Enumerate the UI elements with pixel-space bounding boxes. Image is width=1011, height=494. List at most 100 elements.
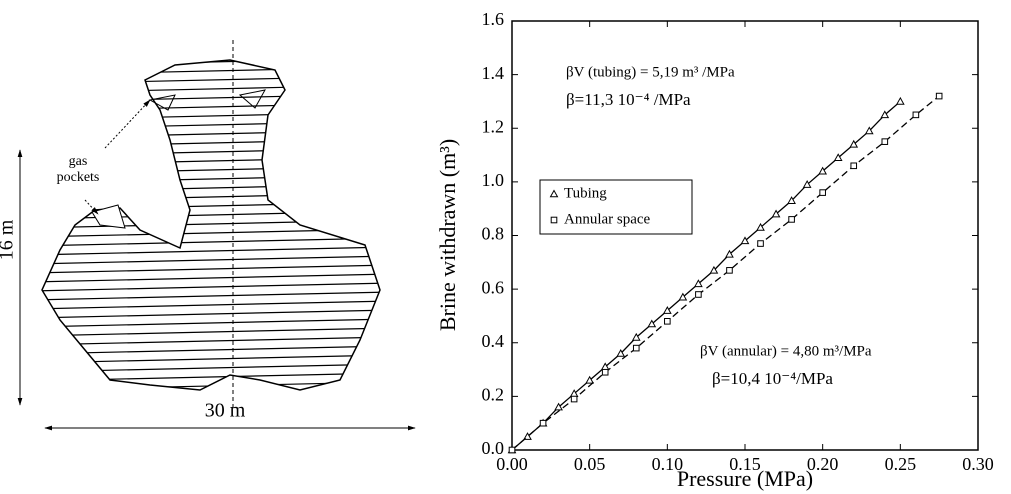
legend-marker: [550, 216, 558, 224]
contour: [42, 354, 380, 364]
y-axis-label: Brine withdrawn (m³): [435, 139, 460, 331]
contour: [42, 237, 380, 247]
point: [740, 236, 750, 245]
x-tick-label: 0.20: [807, 454, 839, 474]
y-tick-label: 0.6: [482, 277, 505, 297]
contour: [42, 318, 380, 328]
contour: [42, 192, 380, 202]
annotation: β=11,3 10⁻⁴ /MPa: [566, 90, 691, 109]
contour: [42, 273, 380, 283]
point: [787, 196, 796, 204]
gas-label: pockets: [57, 170, 100, 185]
y-tick-label: 0.2: [482, 385, 505, 405]
contour: [42, 201, 380, 211]
contour: [42, 291, 380, 301]
point: [695, 291, 702, 298]
point: [631, 332, 641, 341]
y-tick-label: 1.6: [482, 9, 505, 29]
point: [726, 267, 733, 274]
legend-label: Tubing: [564, 185, 607, 201]
contour: [42, 363, 380, 373]
point: [864, 126, 874, 135]
point: [585, 375, 595, 384]
point: [725, 249, 734, 258]
contour: [42, 255, 380, 265]
annotation: β=10,4 10⁻⁴/MPa: [712, 369, 833, 388]
point: [819, 189, 826, 196]
contour: [42, 84, 380, 94]
point: [523, 432, 532, 440]
point: [539, 419, 547, 427]
fit-line: [511, 95, 940, 451]
contour: [42, 264, 380, 274]
contour: [42, 120, 380, 130]
point: [694, 279, 703, 288]
gas-pocket: [91, 204, 126, 229]
annotation: βV (tubing) = 5,19 m³ /MPa: [566, 64, 735, 80]
fit-line: [511, 100, 901, 451]
gas-pocket: [238, 89, 266, 109]
cavern-contours: [42, 60, 380, 390]
gas-label: gas: [69, 154, 88, 169]
x-tick-label: 0.05: [574, 454, 606, 474]
point: [647, 319, 657, 328]
contour: [42, 246, 380, 256]
y-tick-label: 0.8: [482, 224, 505, 244]
legend-marker: [549, 189, 559, 198]
contour: [42, 138, 380, 148]
pointer: [104, 99, 151, 149]
point: [849, 139, 859, 148]
contour: [42, 129, 380, 139]
point: [632, 344, 640, 352]
point: [881, 138, 889, 145]
contour: [42, 381, 380, 390]
contour: [42, 219, 380, 229]
point: [912, 111, 920, 119]
point: [508, 446, 516, 454]
point: [788, 216, 795, 223]
x-tick-label: 0.15: [729, 454, 761, 474]
y-tick-label: 1.4: [482, 63, 505, 83]
point: [709, 265, 719, 274]
point: [771, 209, 781, 218]
point: [678, 292, 688, 301]
x-tick-label: 0.10: [652, 454, 684, 474]
point: [616, 348, 626, 357]
contour: [42, 300, 380, 310]
contour: [42, 102, 380, 112]
point: [756, 222, 765, 231]
contour: [42, 336, 380, 346]
contour: [42, 309, 380, 319]
x-tick-label: 0.25: [885, 454, 917, 474]
legend-label: Annular space: [564, 211, 651, 227]
point: [833, 153, 843, 162]
y-tick-label: 0.0: [482, 438, 505, 458]
point: [935, 92, 943, 100]
point: [601, 368, 609, 376]
point: [570, 395, 578, 403]
contour: [42, 66, 380, 76]
point: [757, 240, 764, 247]
y-tick-label: 1.2: [482, 116, 505, 136]
width-label: 30 m: [205, 400, 246, 422]
point: [662, 306, 672, 314]
point: [818, 166, 828, 175]
contour: [42, 111, 380, 121]
height-label: 16 m: [0, 219, 18, 260]
contour: [42, 345, 380, 355]
contour: [42, 372, 380, 382]
annotation: βV (annular) = 4,80 m³/MPa: [700, 343, 872, 359]
contour: [42, 75, 380, 85]
point: [554, 402, 563, 411]
gas-pocket: [148, 94, 176, 111]
x-tick-label: 0.30: [962, 454, 994, 474]
point: [850, 162, 858, 170]
x-tick-label: 0.00: [496, 454, 528, 474]
legend-box: [539, 179, 693, 235]
point: [664, 318, 671, 325]
pointer: [84, 199, 99, 215]
point: [895, 96, 905, 105]
contour: [42, 93, 380, 103]
